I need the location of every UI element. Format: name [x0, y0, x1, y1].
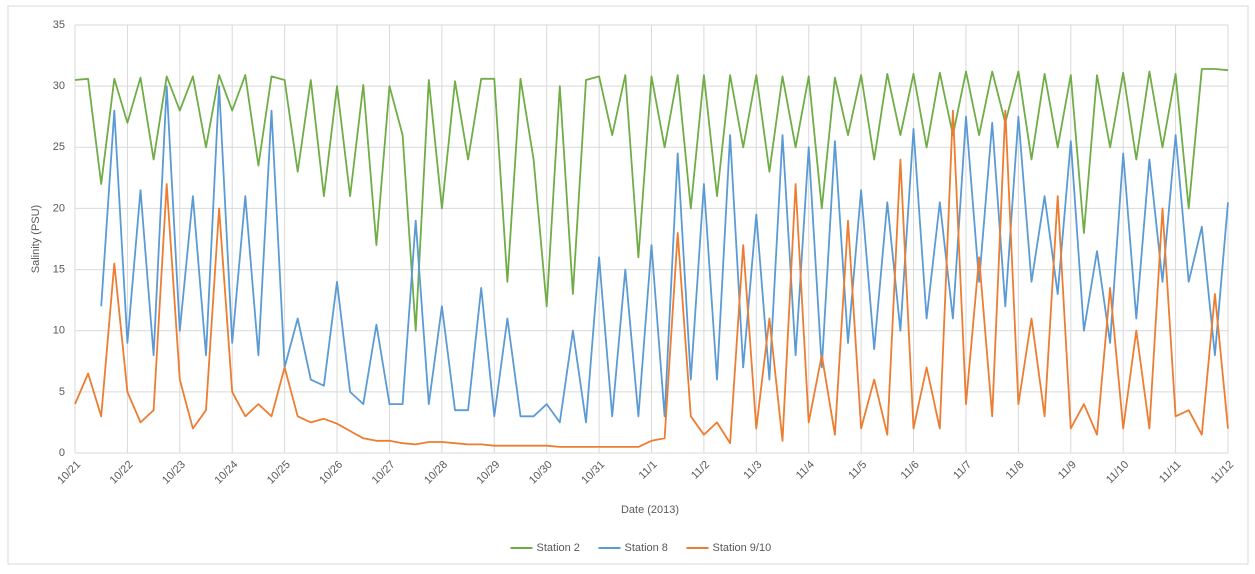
y-tick-label: 5: [59, 386, 65, 398]
y-tick-label: 10: [53, 325, 65, 337]
legend-label: Station 2: [537, 542, 580, 554]
line-series: [74, 68, 1229, 332]
y-tick-label: 30: [53, 80, 65, 92]
legend-label: Station 9/10: [713, 542, 772, 554]
y-tick-label: 0: [59, 447, 65, 459]
y-tick-label: 15: [53, 263, 65, 275]
legend-label: Station 8: [625, 542, 668, 554]
line-series: [100, 85, 1229, 424]
y-tick-label: 25: [53, 141, 65, 153]
y-tick-label: 35: [53, 19, 65, 31]
x-axis-title: Date (2013): [621, 504, 679, 516]
line-series: [74, 109, 1229, 448]
y-tick-label: 20: [53, 202, 65, 214]
y-axis-title: Salinity (PSU): [30, 205, 42, 273]
